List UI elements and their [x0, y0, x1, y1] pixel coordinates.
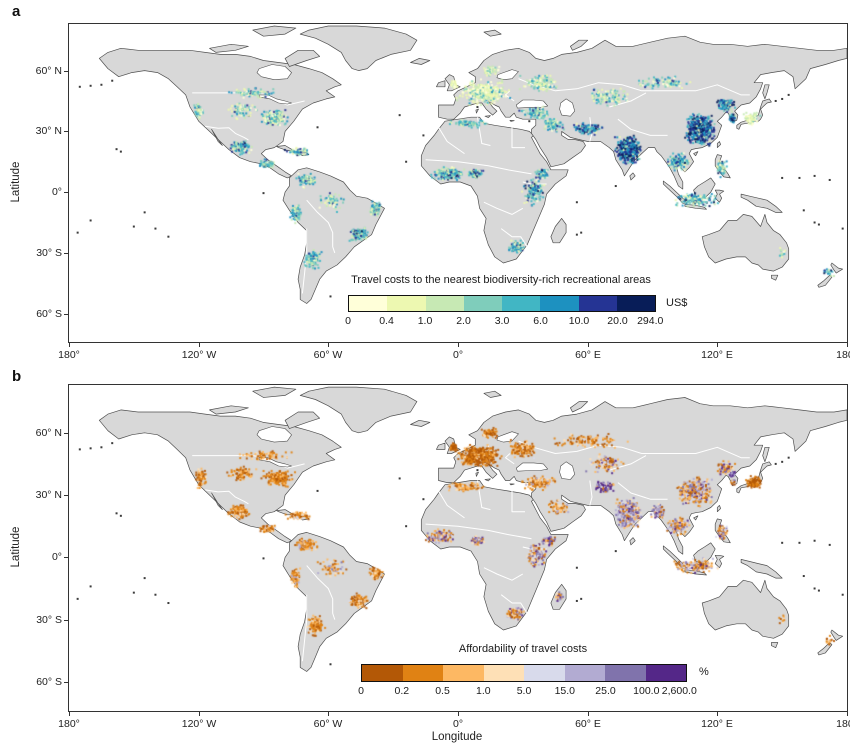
x-tick-label: 120° W [181, 718, 217, 730]
y-tick-mark [64, 71, 69, 72]
colorbar-segment [443, 665, 484, 681]
y-tick-mark [64, 314, 69, 315]
colorbar-segment [425, 296, 464, 311]
y-tick-mark [64, 495, 69, 496]
y-tick-mark [64, 620, 69, 621]
x-tick-label: 120° E [701, 718, 733, 730]
colorbar-tick-label: 0.2 [394, 685, 410, 697]
panel-a-map: Travel costs to the nearest biodiversity… [36, 23, 850, 361]
colorbar-segment [362, 665, 403, 681]
colorbar-tick-label: 20.0 [607, 315, 628, 327]
colorbar-tick-label: 1.0 [475, 685, 491, 697]
colorbar-tick-label: 2.0 [456, 315, 471, 327]
colorbar-segment [349, 296, 388, 311]
colorbar-tick-label: 15.0 [554, 685, 576, 697]
colorbar-segment [605, 665, 646, 681]
legend-b-title: Affordability of travel costs [458, 643, 588, 655]
x-tick-label: 60° E [575, 718, 601, 730]
colorbar-tick-label: 0 [358, 685, 364, 697]
y-tick-label: 30° S [36, 614, 62, 626]
x-tick-mark [199, 343, 200, 347]
colorbar-segment [463, 296, 502, 311]
y-tick-mark [64, 433, 69, 434]
x-tick-mark [458, 712, 459, 716]
y-tick-label: 30° S [36, 247, 62, 259]
y-tick-label: 0° [51, 186, 62, 198]
panel-b-ylabel: Latitude [10, 526, 22, 568]
colorbar-tick-label: 0.4 [379, 315, 394, 327]
x-tick-mark [717, 712, 718, 716]
colorbar-segment [564, 665, 605, 681]
colorbar-segment [616, 296, 655, 311]
colorbar-tick-label: 5.0 [516, 685, 532, 697]
colorbar-tick-label: 294.0 [637, 315, 664, 327]
y-tick-mark [64, 253, 69, 254]
y-tick-label: 30° N [35, 125, 62, 137]
legend-a-title: Travel costs to the nearest biodiversity… [351, 274, 651, 286]
y-tick-label: 0° [51, 551, 62, 563]
colorbar-tick-label: 10.0 [568, 315, 590, 327]
panel-a-label: a [12, 3, 21, 20]
legend-a-unit: US$ [666, 297, 688, 309]
x-tick-mark [328, 712, 329, 716]
colorbar-tick-label: 25.0 [595, 685, 616, 697]
x-tick-mark [328, 343, 329, 347]
scatter-dots-a [69, 24, 847, 342]
x-tick-label: 60° E [575, 349, 601, 361]
y-tick-mark [64, 557, 69, 558]
panel-a-ylabel: Latitude [10, 161, 22, 203]
y-tick-label: 60° S [36, 308, 62, 320]
x-tick-mark [717, 343, 718, 347]
scatter-dots-b [69, 385, 847, 711]
y-tick-mark [64, 192, 69, 193]
y-tick-label: 60° S [36, 676, 62, 688]
y-tick-mark [64, 131, 69, 132]
colorbar-segment [502, 296, 541, 311]
x-tick-label: 0° [452, 718, 464, 730]
colorbar-tick-label: 6.0 [533, 315, 548, 327]
y-tick-label: 60° N [35, 427, 62, 439]
y-tick-label: 60° N [35, 65, 62, 77]
colorbar-tick-label: 1.0 [417, 315, 433, 327]
x-tick-label: 180° [836, 718, 850, 730]
colorbar-a [348, 295, 656, 312]
x-tick-label: 0° [452, 349, 464, 361]
y-tick-mark [64, 682, 69, 683]
x-tick-label: 60° W [313, 349, 343, 361]
x-tick-label: 120° E [701, 349, 733, 361]
colorbar-tick-label: 0 [345, 315, 351, 327]
colorbar-segment [540, 296, 579, 311]
x-tick-mark [847, 343, 848, 347]
panel-b-map: Affordability of travel costs % 60° N 30°… [36, 384, 850, 730]
colorbar-tick-label: 0.5 [435, 685, 450, 697]
colorbar-b [361, 664, 687, 682]
xlabel: Longitude [431, 731, 483, 743]
x-tick-label: 60° W [313, 718, 343, 730]
colorbar-tick-label: 2,600.0 [661, 685, 697, 697]
panel-b-label: b [12, 368, 22, 385]
x-tick-label: 120° W [181, 349, 217, 361]
colorbar-segment [645, 665, 686, 681]
x-tick-mark [588, 343, 589, 347]
colorbar-tick-label: 100.0 [633, 685, 660, 697]
x-tick-mark [69, 343, 70, 347]
x-tick-mark [847, 712, 848, 716]
y-tick-label: 30° N [35, 489, 62, 501]
x-tick-label: 180° [836, 349, 850, 361]
colorbar-segment [387, 296, 426, 311]
x-tick-mark [588, 712, 589, 716]
x-tick-mark [458, 343, 459, 347]
colorbar-segment [402, 665, 443, 681]
colorbar-segment [483, 665, 524, 681]
x-tick-label: 180° [58, 349, 80, 361]
colorbar-segment [578, 296, 617, 311]
x-tick-mark [69, 712, 70, 716]
colorbar-tick-label: 3.0 [494, 315, 510, 327]
x-tick-label: 180° [58, 718, 80, 730]
x-tick-mark [199, 712, 200, 716]
legend-b-unit: % [699, 666, 709, 678]
colorbar-segment [524, 665, 565, 681]
